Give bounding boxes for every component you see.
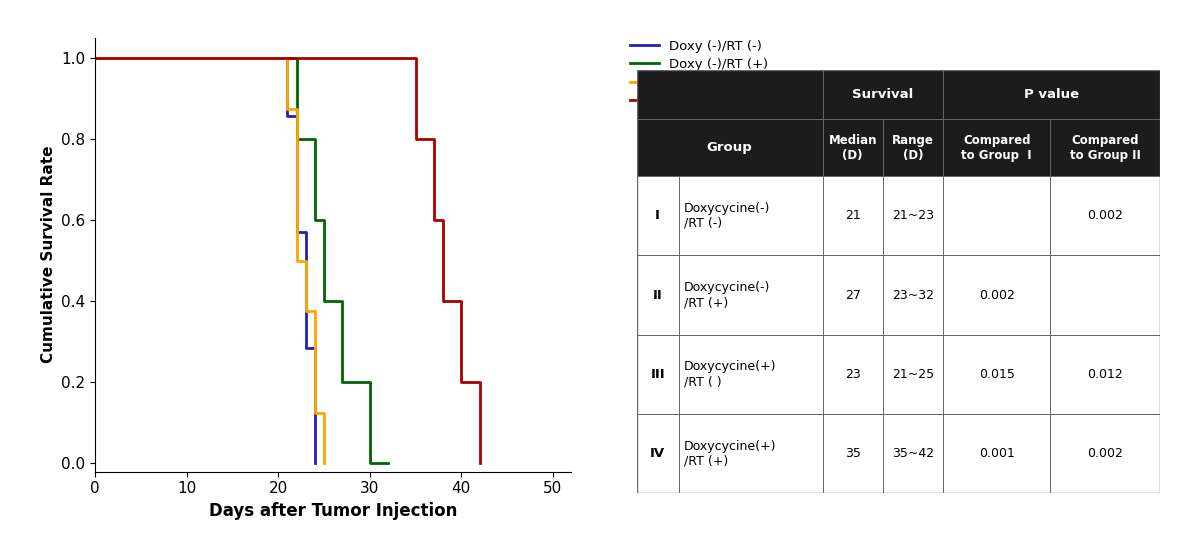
Text: 0.002: 0.002 <box>978 288 1015 301</box>
Text: Doxycycine(+)
/RT (+): Doxycycine(+) /RT (+) <box>684 440 776 468</box>
Text: Doxycycine(-)
/RT (+): Doxycycine(-) /RT (+) <box>684 281 770 309</box>
Text: I: I <box>656 209 660 222</box>
Text: IV: IV <box>650 447 665 460</box>
Legend: Doxy (-)/RT (-), Doxy (-)/RT (+), Doxy (+)/RT (-), Doxy (+)/RT (+): Doxy (-)/RT (-), Doxy (-)/RT (+), Doxy (… <box>626 36 778 112</box>
Text: 35~42: 35~42 <box>891 447 934 460</box>
Text: 0.002: 0.002 <box>1088 209 1123 222</box>
Text: Compared
to Group  I: Compared to Group I <box>962 134 1032 162</box>
Text: 21~23: 21~23 <box>891 209 934 222</box>
Text: II: II <box>653 288 663 301</box>
Text: Group: Group <box>707 141 752 154</box>
Text: 0.002: 0.002 <box>1088 447 1123 460</box>
Text: 27: 27 <box>845 288 860 301</box>
Text: Doxycycine(-)
/RT (-): Doxycycine(-) /RT (-) <box>684 202 770 230</box>
Bar <box>637 414 1160 493</box>
Text: Range
(D): Range (D) <box>892 134 934 162</box>
Bar <box>637 255 1160 334</box>
Y-axis label: Cumulative Survival Rate: Cumulative Survival Rate <box>40 146 56 364</box>
Text: Median
(D): Median (D) <box>828 134 877 162</box>
Text: Doxycycine(+)
/RT ( ): Doxycycine(+) /RT ( ) <box>684 360 776 388</box>
Text: P value: P value <box>1025 88 1079 101</box>
Text: 23: 23 <box>845 368 860 381</box>
Text: 21~25: 21~25 <box>891 368 934 381</box>
Text: 23~32: 23~32 <box>891 288 934 301</box>
Text: 0.012: 0.012 <box>1088 368 1123 381</box>
Bar <box>637 119 1160 176</box>
Bar <box>637 70 1160 119</box>
Text: 21: 21 <box>845 209 860 222</box>
X-axis label: Days after Tumor Injection: Days after Tumor Injection <box>209 502 457 520</box>
Text: Compared
to Group II: Compared to Group II <box>1070 134 1141 162</box>
Text: III: III <box>650 368 665 381</box>
Text: 35: 35 <box>845 447 860 460</box>
Text: 0.001: 0.001 <box>978 447 1015 460</box>
Text: Survival: Survival <box>852 88 914 101</box>
Bar <box>637 334 1160 414</box>
Text: 0.015: 0.015 <box>978 368 1015 381</box>
Bar <box>637 176 1160 255</box>
